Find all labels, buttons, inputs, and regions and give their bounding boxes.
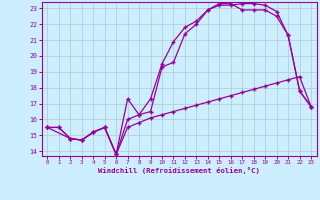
- X-axis label: Windchill (Refroidissement éolien,°C): Windchill (Refroidissement éolien,°C): [98, 167, 260, 174]
